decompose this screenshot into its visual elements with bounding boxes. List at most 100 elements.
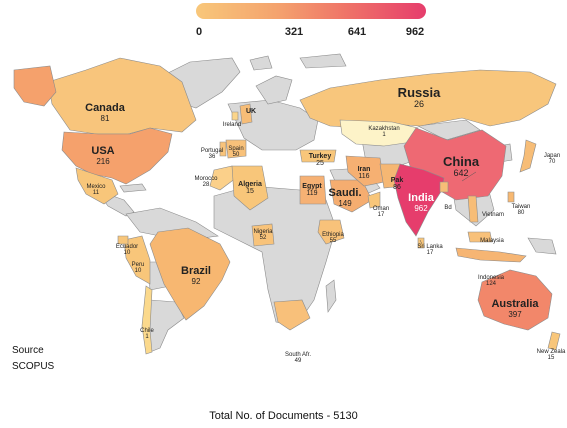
label-bangladesh-name: Bd: [444, 205, 452, 211]
label-india-value: 962: [414, 203, 428, 213]
label-japan-value: 70: [548, 159, 556, 166]
label-japan-name: Japan: [543, 153, 561, 159]
label-peru: Peru 10: [132, 262, 145, 275]
country-south-africa: [273, 299, 311, 331]
label-ireland: Ireland: [223, 122, 241, 128]
country-vietnam: [467, 195, 479, 223]
legend-tick-641: 641: [347, 26, 367, 38]
label-saudi-value: 149: [338, 198, 352, 208]
country-kazakhstan: [339, 119, 419, 147]
legend-tick-321: 321: [284, 26, 304, 38]
label-sri-lanka: Sri Lanka 17: [417, 244, 442, 257]
label-ethiopia: Ethiopia 55: [322, 232, 344, 245]
country-uk: [239, 103, 253, 125]
label-portugal-value: 36: [208, 154, 216, 161]
label-turkey: Turkey 25: [309, 153, 331, 168]
country-portugal: [219, 141, 227, 157]
label-oman-value: 17: [377, 212, 385, 219]
country-nigeria: [251, 223, 275, 247]
label-nigeria: Nigeria 52: [253, 229, 272, 242]
label-egypt-value: 119: [306, 190, 318, 198]
country-turkey: [299, 149, 337, 163]
label-taiwan: Taiwan 80: [512, 204, 531, 217]
label-china-value: 642: [453, 167, 469, 178]
country-arctic: [299, 53, 347, 69]
label-oman: Oman 17: [373, 206, 389, 219]
country-bangladesh: [439, 181, 449, 193]
label-japan: Japan 70: [544, 153, 560, 166]
label-new-zealand: New Zeala 15: [537, 349, 566, 362]
country-new-zealand: [547, 331, 561, 351]
country-indonesia: [455, 247, 527, 263]
label-indonesia: Indonesia 124: [478, 275, 504, 288]
label-brazil-value: 92: [191, 276, 201, 286]
label-kazakhstan-name: Kazakhstan: [368, 126, 400, 132]
label-turkey-value: 25: [316, 160, 324, 168]
source-name: SCOPUS: [12, 361, 55, 372]
country-alaska: [13, 65, 57, 107]
label-mexico-name: Mexico: [86, 184, 106, 190]
country-taiwan: [507, 191, 515, 203]
label-spain-value: 50: [232, 152, 240, 159]
country-scandinavia: [255, 75, 293, 105]
label-morocco: Morocco 28: [194, 176, 217, 189]
label-india-name: India: [408, 192, 434, 204]
country-ireland: [231, 111, 239, 121]
label-pakistan-name: Pak: [390, 177, 404, 184]
label-saudi: Saudi. 149: [328, 187, 362, 208]
label-saudi-name: Saudi.: [328, 187, 362, 199]
label-indonesia-name: Indonesia: [477, 275, 505, 281]
legend-color-scale: [196, 3, 426, 19]
label-algeria-name: Algeria: [238, 181, 262, 188]
country-canada: [47, 57, 197, 135]
label-russia-name: Russia: [397, 85, 441, 100]
label-canada-name: Canada: [85, 102, 125, 114]
country-japan: [519, 139, 537, 173]
label-nigeria-value: 52: [259, 235, 267, 242]
label-egypt-name: Egypt: [302, 183, 322, 190]
label-pakistan: Pak 86: [391, 177, 403, 192]
label-bangladesh: Bd: [444, 205, 451, 211]
country-peru: [123, 235, 151, 285]
label-uk: UK: [246, 108, 256, 115]
label-malaysia-name: Malaysia: [480, 238, 504, 244]
label-canada: Canada 81: [85, 102, 125, 123]
label-russia: Russia 26: [398, 86, 441, 109]
country-mongolia: [416, 119, 481, 141]
country-madagascar: [325, 279, 337, 313]
label-kazakhstan: Kazakhstan 1: [368, 126, 399, 139]
label-peru-name: Peru: [131, 262, 145, 268]
label-portugal-name: Portugal: [200, 148, 224, 154]
label-australia: Australia 397: [491, 298, 538, 319]
country-chile: [141, 285, 153, 355]
label-kazakhstan-value: 1: [382, 132, 386, 139]
source-note: Source SCOPUS: [12, 343, 54, 375]
label-portugal: Portugal 36: [201, 148, 223, 161]
legend-tick-max: 962: [405, 26, 425, 38]
label-nigeria-name: Nigeria: [253, 229, 273, 235]
label-new-zealand-value: 15: [547, 355, 555, 362]
label-sri-lanka-value: 17: [426, 250, 434, 257]
label-iran-name: Iran: [357, 166, 371, 173]
label-south-africa: South Afr. 49: [285, 352, 311, 365]
country-brazil: [149, 227, 231, 321]
label-usa-value: 216: [96, 156, 110, 166]
label-algeria-value: 15: [246, 188, 254, 196]
country-oman: [367, 191, 381, 209]
country-usa: [61, 127, 173, 185]
label-taiwan-name: Taiwan: [511, 204, 531, 210]
country-svalbard: [249, 55, 273, 71]
total-documents: Total No. of Documents - 5130: [209, 410, 358, 422]
source-label: Source: [12, 345, 44, 356]
label-iran: Iran 116: [358, 166, 371, 181]
country-india: [393, 163, 445, 237]
country-ecuador: [117, 235, 129, 245]
label-usa-name: USA: [91, 145, 115, 157]
label-morocco-value: 28: [202, 182, 210, 189]
label-brazil-name: Brazil: [181, 265, 211, 277]
label-new-zealand-name: New Zeala: [536, 349, 566, 355]
country-algeria: [231, 165, 269, 211]
label-vietnam-name: Vietnam: [482, 212, 504, 218]
label-vietnam: Vietnam: [482, 212, 504, 218]
